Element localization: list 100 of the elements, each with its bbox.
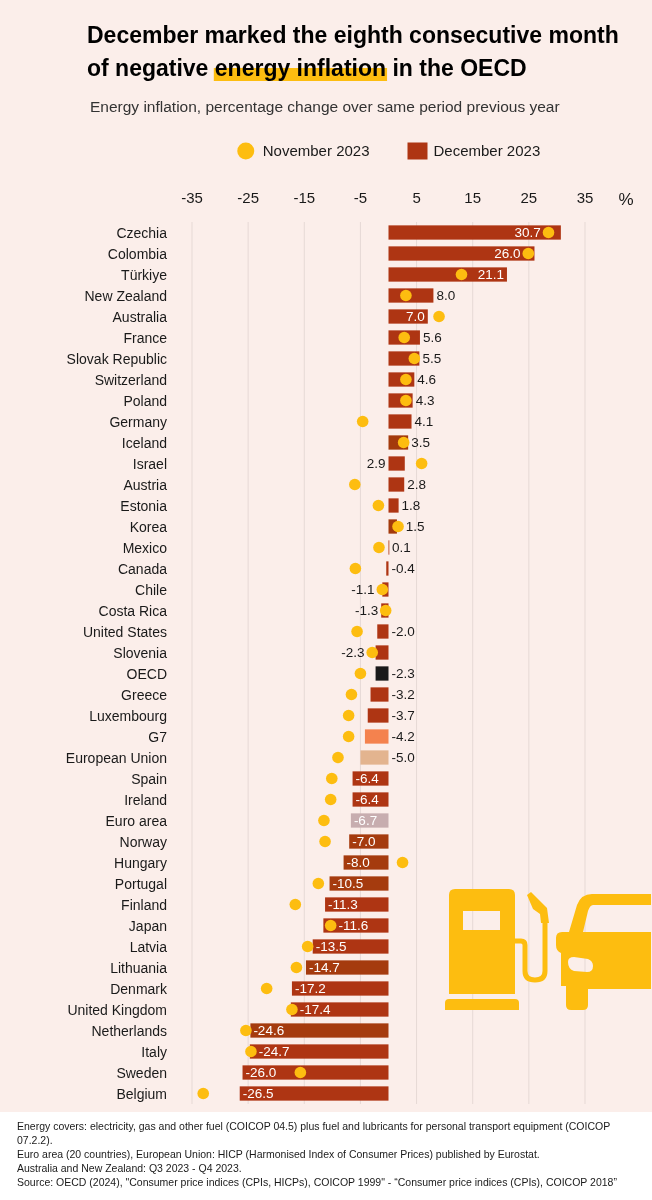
y-tick-label: Iceland	[121, 434, 167, 451]
y-tick-label: Italy	[141, 1043, 167, 1060]
bar	[388, 246, 535, 261]
x-tick-label: 15	[464, 189, 482, 206]
point	[260, 982, 273, 995]
y-tick-label: Czechia	[116, 224, 168, 241]
point	[356, 415, 369, 428]
point	[301, 940, 314, 953]
point	[433, 310, 445, 323]
x-tick-label: -15	[293, 189, 316, 206]
point	[415, 457, 428, 470]
y-tick-label: Austria	[123, 476, 168, 493]
point	[373, 541, 385, 554]
data-label: -14.7	[308, 960, 340, 976]
text: Euro area (20 countries), European Union: HICP (Harmonised Index of Consumer Prices) published by Eurostat.	[17, 1148, 540, 1160]
data-label: -26.5	[242, 1086, 274, 1102]
data-label: -11.6	[338, 918, 369, 934]
y-tick-label: Ireland	[124, 791, 167, 808]
y-tick-label: Hungary	[114, 854, 167, 871]
point	[345, 688, 358, 701]
point	[542, 226, 555, 239]
data-label: -24.6	[253, 1023, 285, 1039]
data-label: 3.5	[411, 435, 430, 451]
y-tick-label: Luxembourg	[89, 707, 167, 724]
bar	[388, 477, 405, 492]
y-tick-label: Latvia	[129, 938, 168, 955]
y-tick-label: Poland	[123, 392, 167, 409]
source-note: Source: OECD (2024), "Consumer price indices (CPIs, HICPs), COICOP 1999" - “Consumer price indices (CPIs), COICOP 2018”	[17, 1176, 618, 1188]
text: Australia and New Zealand: Q3 2023 - Q4 2023.	[17, 1162, 242, 1174]
point	[342, 709, 355, 722]
y-tick-label: United States	[82, 623, 167, 640]
bar	[388, 414, 412, 429]
data-label: 1.5	[405, 519, 425, 535]
y-tick-label: Canada	[117, 560, 168, 577]
data-label: -11.3	[328, 897, 358, 913]
data-label: -7.0	[352, 834, 376, 850]
bar	[250, 1023, 389, 1038]
data-label: -17.2	[294, 981, 326, 997]
point	[318, 814, 330, 827]
bar	[325, 897, 389, 912]
y-tick-label: New Zealand	[84, 287, 167, 304]
y-tick-label: Finland	[121, 896, 167, 913]
y-tick-label: Lithuania	[110, 959, 168, 976]
point	[289, 898, 302, 911]
y-tick-label: Norway	[119, 833, 167, 850]
point	[312, 877, 325, 890]
point	[324, 919, 337, 932]
bar	[377, 624, 389, 639]
data-label: 8.0	[436, 288, 456, 304]
y-tick-label: Japan	[128, 917, 167, 934]
bar	[242, 1065, 389, 1080]
data-label: 5.5	[422, 351, 442, 367]
data-label: 4.6	[417, 372, 437, 388]
bar	[375, 645, 389, 660]
data-label: -2.3	[341, 645, 365, 661]
data-label: -3.7	[391, 708, 415, 724]
legend-label: November 2023	[262, 142, 370, 160]
x-axis-title: %	[618, 190, 634, 209]
y-tick-label: Slovak Republic	[66, 350, 167, 367]
bar	[375, 666, 389, 681]
data-label: 21.1	[477, 267, 504, 283]
y-tick-label: Slovenia	[113, 644, 168, 661]
y-tick-label: United Kingdom	[67, 1001, 167, 1018]
y-tick-label: Denmark	[110, 980, 168, 997]
point	[197, 1087, 210, 1100]
point	[455, 268, 468, 281]
y-tick-label: Colombia	[107, 245, 168, 262]
y-tick-label: Israel	[132, 455, 167, 472]
data-label: -2.0	[391, 624, 415, 640]
point	[286, 1003, 298, 1016]
y-tick-label: France	[123, 329, 168, 346]
bar	[370, 687, 389, 702]
bar	[386, 561, 389, 576]
bar	[350, 813, 389, 828]
bar	[388, 456, 405, 471]
data-label: 2.9	[366, 456, 386, 472]
point	[294, 1066, 307, 1079]
bar	[349, 834, 389, 849]
point	[354, 667, 367, 680]
data-label: -6.4	[355, 792, 380, 808]
bar	[360, 750, 389, 765]
y-tick-label: Netherlands	[91, 1022, 167, 1039]
data-label: -3.2	[391, 687, 415, 703]
chart-subtitle: Energy inflation, percentage change over same period previous year	[90, 98, 560, 115]
data-label: 5.6	[422, 330, 442, 346]
y-tick-label: Spain	[131, 770, 167, 787]
point	[326, 772, 338, 785]
bar	[329, 876, 389, 891]
bar	[364, 729, 389, 744]
data-label: 30.7	[514, 225, 541, 241]
x-tick-label: -5	[353, 189, 368, 206]
y-tick-label: Costa Rica	[98, 602, 168, 619]
x-tick-label: -25	[237, 189, 259, 206]
data-label: -2.3	[391, 666, 415, 682]
bar	[239, 1086, 389, 1101]
point	[351, 625, 363, 638]
point	[240, 1024, 252, 1037]
y-tick-label: Mexico	[122, 539, 168, 556]
point	[332, 751, 344, 764]
bar	[291, 981, 389, 996]
